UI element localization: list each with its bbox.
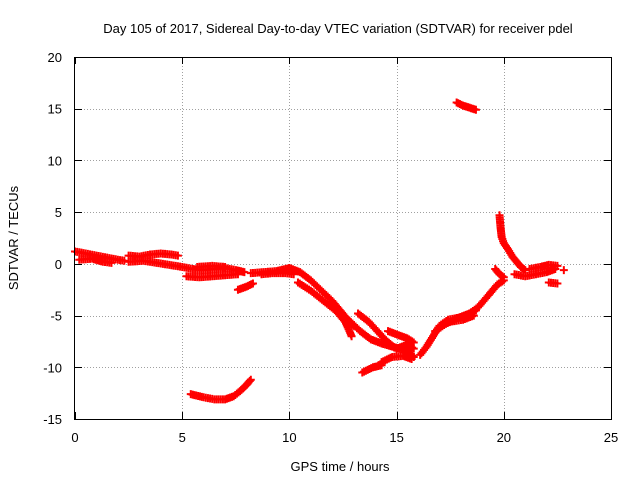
data-point <box>370 323 379 332</box>
y-tick-label: 10 <box>48 153 62 168</box>
data-point <box>346 330 355 339</box>
data-point <box>171 251 180 260</box>
data-point <box>245 376 254 385</box>
chart-title: Day 105 of 2017, Sidereal Day-to-day VTE… <box>103 21 573 36</box>
data-point <box>386 353 395 362</box>
data-point <box>518 263 527 272</box>
data-point <box>338 314 347 323</box>
y-tick-label: 5 <box>55 205 62 220</box>
data-point <box>232 389 241 398</box>
data-point <box>303 274 312 283</box>
data-point <box>244 378 253 387</box>
data-point <box>231 270 240 279</box>
data-point <box>218 262 227 271</box>
data-point <box>498 272 507 281</box>
x-tick-label: 15 <box>389 430 403 445</box>
data-point <box>551 261 560 270</box>
data-point <box>118 256 127 265</box>
y-tick-label: -10 <box>43 360 62 375</box>
data-point <box>408 343 417 352</box>
data-point <box>490 283 499 292</box>
data-point <box>379 333 388 342</box>
data-point <box>363 332 372 341</box>
data-point <box>387 341 396 350</box>
data-point <box>496 271 505 280</box>
data-point <box>247 280 256 289</box>
data-point <box>316 294 325 303</box>
data-point <box>420 345 429 354</box>
x-tick-label: 0 <box>71 430 78 445</box>
data-point <box>470 105 479 114</box>
data-point <box>361 315 370 324</box>
data-point <box>406 342 415 351</box>
axis-ticks <box>75 57 612 420</box>
x-tick-label: 5 <box>179 430 186 445</box>
y-tick-label: -15 <box>43 412 62 427</box>
data-point <box>353 324 362 333</box>
data-point <box>551 279 560 288</box>
data-point <box>375 361 384 370</box>
data-point <box>238 267 247 276</box>
data-point <box>501 242 510 251</box>
y-tick-label: 20 <box>48 50 62 65</box>
data-point <box>405 354 414 363</box>
plot-frame <box>74 57 612 420</box>
data-point <box>287 269 296 278</box>
y-tick-label: 15 <box>48 102 62 117</box>
data-point <box>559 266 568 275</box>
data-point <box>456 316 465 325</box>
data-point <box>482 293 491 302</box>
x-tick-label: 20 <box>497 430 511 445</box>
data-point <box>314 283 323 292</box>
data-point <box>467 312 476 321</box>
y-axis-label: SDTVAR / TECUs <box>6 185 21 290</box>
data-point <box>105 258 114 267</box>
x-tick-label: 10 <box>282 430 296 445</box>
data-point <box>325 294 334 303</box>
tick-labels: 0 5 10 15 20 25 -15 -10 -5 0 5 10 15 20 <box>43 50 618 445</box>
y-tick-label: -5 <box>50 309 62 324</box>
data-points <box>71 98 568 404</box>
data-point <box>496 278 505 287</box>
y-tick-label: 0 <box>55 257 62 272</box>
x-tick-label: 25 <box>604 430 618 445</box>
data-point <box>329 304 338 313</box>
grid-lines <box>75 57 611 419</box>
x-axis-label: GPS time / hours <box>291 459 390 474</box>
